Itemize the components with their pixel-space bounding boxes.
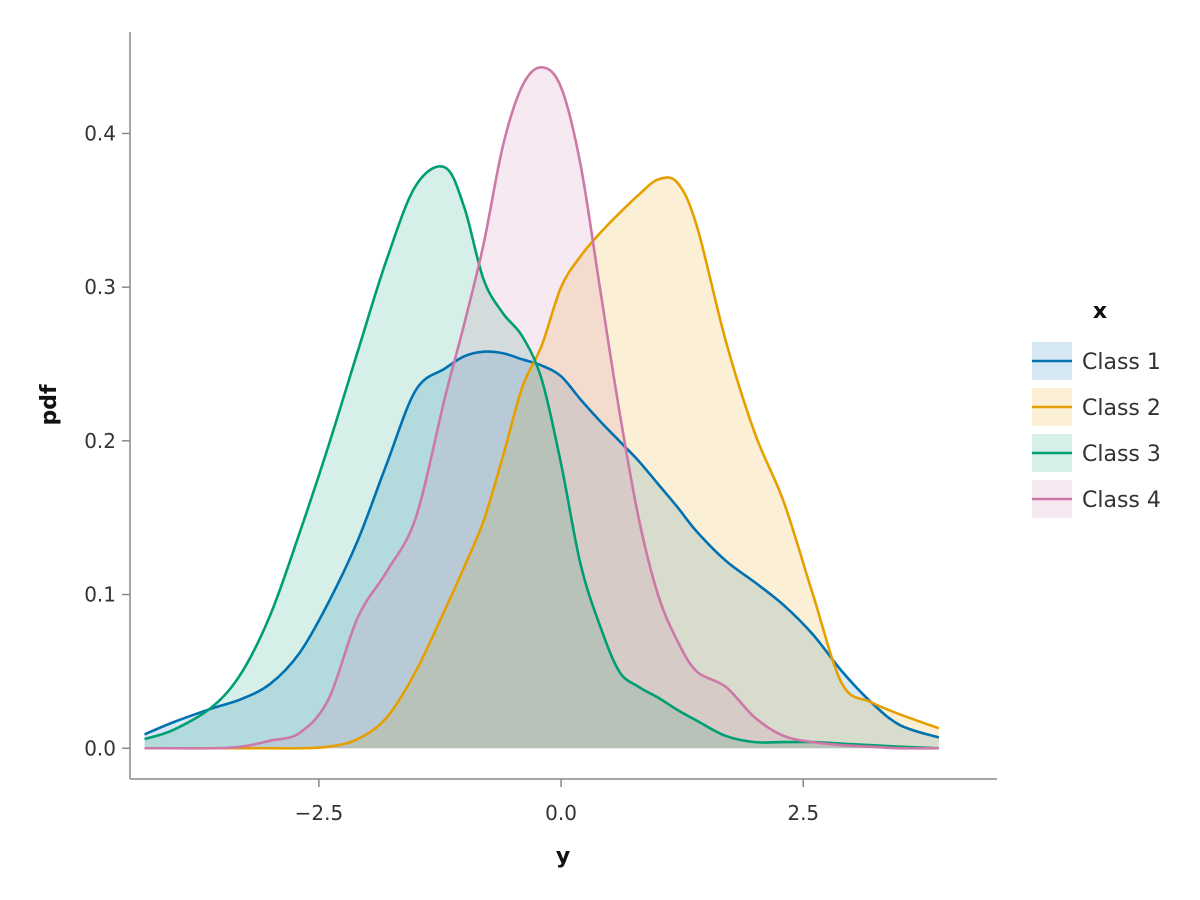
plot-area	[144, 66, 940, 750]
class-3-density-line	[144, 165, 939, 750]
x-ticks: −2.5 0.0 2.5	[295, 779, 819, 825]
legend-label: Class 4	[1082, 488, 1161, 513]
y-ticks: 0.0 0.1 0.2 0.3 0.4	[84, 121, 130, 760]
legend-label: Class 1	[1082, 350, 1161, 375]
class-4-area	[144, 67, 939, 749]
legend-title: x	[1093, 299, 1107, 324]
class-3-area	[144, 166, 939, 749]
legend-item-class-4: Class 4	[1032, 480, 1161, 518]
class-1-area	[144, 351, 939, 749]
legend: x Class 1 Class 2 Class 3 Class 4	[1032, 299, 1161, 518]
x-tick-label: 0.0	[545, 801, 577, 825]
x-tick-label: 2.5	[787, 801, 819, 825]
y-tick-label: 0.3	[84, 275, 116, 299]
axes	[129, 32, 997, 780]
y-axis-title: pdf	[37, 384, 62, 425]
legend-label: Class 3	[1082, 442, 1161, 467]
legend-item-class-1: Class 1	[1032, 342, 1161, 380]
legend-label: Class 2	[1082, 396, 1161, 421]
class-2-area	[144, 177, 939, 749]
class-2-density-line	[144, 176, 940, 750]
legend-item-class-3: Class 3	[1032, 434, 1161, 472]
y-tick-label: 0.0	[84, 736, 116, 760]
class-1-density-line	[144, 350, 940, 739]
class-4-density-line	[144, 66, 939, 750]
y-tick-label: 0.4	[84, 121, 116, 145]
y-tick-label: 0.2	[84, 429, 116, 453]
x-tick-label: −2.5	[295, 801, 344, 825]
legend-item-class-2: Class 2	[1032, 388, 1161, 426]
y-tick-label: 0.1	[84, 583, 116, 607]
x-axis-title: y	[556, 844, 570, 869]
